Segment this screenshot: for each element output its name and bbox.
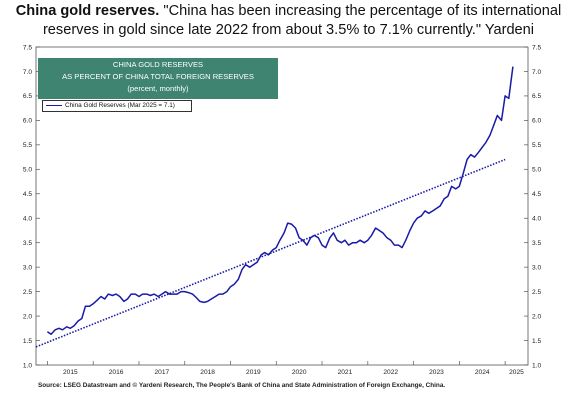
legend-swatch [46, 104, 62, 106]
x-tick-label: 2017 [155, 369, 170, 376]
x-tick-label: 2015 [63, 369, 78, 376]
y-tick-label-left: 7.0 [23, 69, 32, 76]
x-axis: 2015 2016 2017 2018 2019 2020 2021 2022 2023 2024… [47, 361, 524, 376]
y-tick-label-right: 2.5 [532, 289, 541, 296]
y-tick-label-right: 5.5 [532, 142, 541, 149]
plot-frame [35, 46, 529, 366]
y-tick-label-right: 5.0 [532, 167, 541, 174]
y-tick-label-left: 4.0 [23, 216, 32, 223]
source-note: Source: LSEG Datastream and © Yardeni Re… [38, 382, 446, 389]
y-tick-label-right: 4.5 [532, 191, 541, 198]
y-axis-right: 1.0 1.5 2.0 2.5 3.0 3.5 4.0 4.5 5.0 5.5 6.0 6.5 7.0 7… [524, 44, 541, 369]
headline-text: "China has been increasing the percentag… [42, 3, 562, 38]
y-tick-label-left: 2.0 [23, 313, 32, 320]
y-tick-label-right: 6.0 [532, 118, 541, 125]
y-tick-label-left: 6.0 [23, 118, 32, 125]
y-tick-label-right: 2.0 [532, 313, 541, 320]
series-line-china-gold-reserves [46, 66, 514, 335]
y-tick-label-left: 5.5 [23, 142, 32, 149]
chart-title-line-2: AS PERCENT OF CHINA TOTAL FOREIGN RESERV… [62, 72, 254, 81]
y-tick-label-left: 4.5 [23, 191, 32, 198]
y-tick-label-right: 7.5 [532, 44, 541, 51]
y-tick-label-left: 1.0 [23, 362, 32, 369]
y-tick-label-left: 3.0 [23, 264, 32, 271]
x-tick-label: 2022 [383, 369, 398, 376]
legend-label: China Gold Reserves (Mar 2025 = 7.1) [65, 102, 175, 109]
y-tick-label-left: 2.5 [23, 289, 32, 296]
chart-title-box: CHINA GOLD RESERVES AS PERCENT OF CHINA … [38, 58, 278, 99]
chart-title-line-1: CHINA GOLD RESERVES [112, 60, 204, 69]
x-tick-label: 2019 [246, 369, 261, 376]
y-tick-label-right: 6.5 [532, 93, 541, 100]
x-tick-label: 2018 [200, 369, 215, 376]
x-tick-label: 2023 [429, 369, 444, 376]
y-tick-label-right: 1.5 [532, 338, 541, 345]
y-tick-label-left: 5.0 [23, 167, 32, 174]
y-tick-label-right: 7.0 [532, 69, 541, 76]
chart-title-line-3: (percent, monthly) [127, 84, 189, 93]
x-tick-label: 2024 [475, 369, 490, 376]
x-tick-label: 2021 [338, 369, 353, 376]
y-tick-label-right: 1.0 [532, 362, 541, 369]
plot-area [35, 66, 514, 348]
y-tick-label-left: 1.5 [23, 338, 32, 345]
x-tick-label: 2025 [509, 369, 524, 376]
headline-bold: China gold reserves. [15, 3, 160, 19]
x-tick-label: 2020 [292, 369, 307, 376]
y-tick-label-right: 4.0 [532, 216, 541, 223]
y-tick-label-right: 3.0 [532, 264, 541, 271]
y-tick-label-left: 7.5 [23, 44, 32, 51]
legend: China Gold Reserves (Mar 2025 = 7.1) [42, 100, 192, 112]
headline: China gold reserves. "China has been inc… [0, 2, 577, 40]
y-tick-label-left: 6.5 [23, 93, 32, 100]
x-tick-label: 2016 [109, 369, 124, 376]
y-tick-label-left: 3.5 [23, 240, 32, 247]
y-tick-label-right: 3.5 [532, 240, 541, 247]
